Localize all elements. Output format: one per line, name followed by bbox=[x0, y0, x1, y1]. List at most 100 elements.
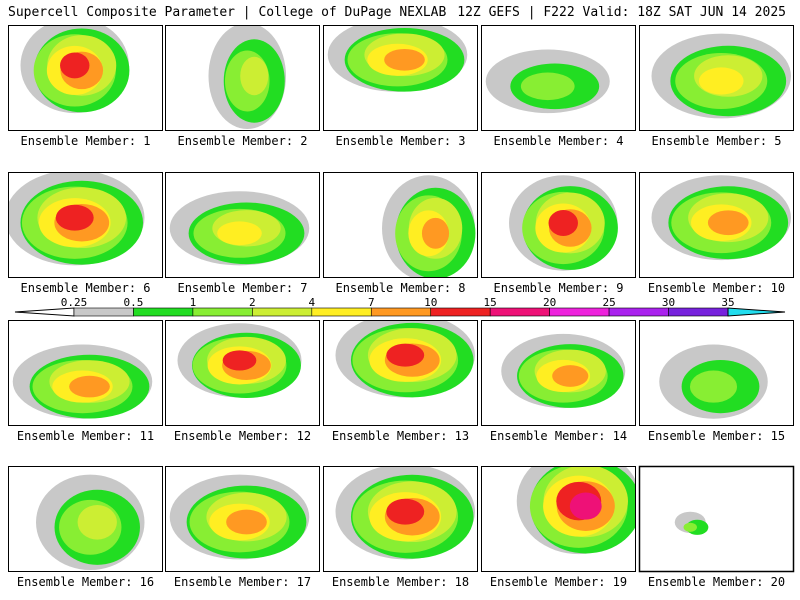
scp-contour bbox=[552, 365, 589, 387]
panel-border bbox=[165, 25, 320, 131]
map-panel bbox=[481, 320, 636, 426]
colorbar-segment bbox=[668, 307, 729, 317]
panel-border bbox=[165, 466, 320, 572]
scp-contour bbox=[60, 52, 90, 79]
map-panel bbox=[323, 466, 478, 572]
map-panel bbox=[8, 320, 163, 426]
panel-border bbox=[481, 25, 636, 131]
panel-border bbox=[639, 25, 794, 131]
colorbar-tick-label: 30 bbox=[662, 296, 675, 309]
member-label: Ensemble Member: 2 bbox=[177, 134, 308, 148]
colorbar-tick-label: 10 bbox=[424, 296, 437, 309]
panel-border bbox=[323, 25, 478, 131]
panel-border bbox=[639, 320, 794, 426]
scp-contour bbox=[384, 48, 425, 71]
map-panel bbox=[323, 320, 478, 426]
member-label: Ensemble Member: 10 bbox=[647, 281, 786, 295]
scp-contour bbox=[683, 522, 697, 532]
map-panel bbox=[639, 320, 794, 426]
scp-contour bbox=[421, 217, 450, 249]
map-panel bbox=[165, 466, 320, 572]
scp-contour bbox=[698, 67, 744, 95]
map-panel bbox=[8, 466, 163, 572]
colorbar-tick-label: 1 bbox=[190, 296, 197, 309]
member-label: Ensemble Member: 17 bbox=[173, 575, 312, 589]
scp-contour bbox=[520, 72, 575, 101]
colorbar-tick-label: 4 bbox=[309, 296, 316, 309]
member-label: Ensemble Member: 5 bbox=[651, 134, 782, 148]
header-title: Supercell Composite Parameter | College … bbox=[8, 5, 447, 20]
scp-contour bbox=[240, 56, 269, 96]
panel-border bbox=[323, 320, 478, 426]
map-panel bbox=[165, 25, 320, 131]
panel-border bbox=[481, 466, 636, 572]
panel-border bbox=[323, 172, 478, 278]
member-label: Ensemble Member: 12 bbox=[173, 429, 312, 443]
map-panel bbox=[639, 25, 794, 131]
panel-border bbox=[8, 172, 163, 278]
header-run-info: 12Z GEFS | F222 Valid: 18Z SAT JUN 14 20… bbox=[457, 5, 786, 20]
map-panel bbox=[8, 25, 163, 131]
panel-border bbox=[8, 320, 163, 426]
colorbar-segment bbox=[311, 307, 372, 317]
panel-border bbox=[639, 172, 794, 278]
scp-contour bbox=[217, 221, 262, 246]
map-panel bbox=[638, 465, 795, 573]
colorbar-segment bbox=[430, 307, 491, 317]
scp-contour bbox=[222, 350, 257, 371]
colorbar-tick-label: 2 bbox=[249, 296, 256, 309]
colorbar: 0.25 0.5 1 2 4 7 10 15 20 25 30 35 bbox=[14, 296, 786, 317]
colorbar-segment bbox=[192, 307, 253, 317]
colorbar-tick-label: 35 bbox=[721, 296, 734, 309]
map-panel bbox=[481, 25, 636, 131]
colorbar-tick-label: 7 bbox=[368, 296, 375, 309]
member-label: Ensemble Member: 14 bbox=[489, 429, 628, 443]
scp-contour bbox=[689, 370, 738, 403]
colorbar-tick-label: 0.5 bbox=[124, 296, 144, 309]
colorbar-segment bbox=[489, 307, 550, 317]
scp-contour bbox=[77, 505, 117, 540]
map-panel bbox=[323, 172, 478, 278]
map-panel bbox=[481, 466, 636, 572]
map-panel bbox=[323, 25, 478, 131]
map-panel bbox=[639, 172, 794, 278]
colorbar-segment bbox=[608, 307, 669, 317]
scp-contour bbox=[386, 498, 425, 525]
panel-border bbox=[8, 466, 163, 572]
colorbar-segment bbox=[370, 307, 432, 317]
colorbar-tick-label: 15 bbox=[484, 296, 497, 309]
member-label: Ensemble Member: 1 bbox=[20, 134, 151, 148]
member-label: Ensemble Member: 8 bbox=[335, 281, 466, 295]
map-panel bbox=[165, 172, 320, 278]
member-label: Ensemble Member: 16 bbox=[16, 575, 155, 589]
scp-contour bbox=[569, 492, 602, 520]
colorbar-segment bbox=[549, 307, 610, 317]
scp-contour bbox=[55, 204, 94, 231]
member-label: Ensemble Member: 3 bbox=[335, 134, 466, 148]
map-panel bbox=[165, 320, 320, 426]
colorbar-tick-label: 25 bbox=[602, 296, 615, 309]
map-panel bbox=[481, 172, 636, 278]
member-label: Ensemble Member: 9 bbox=[493, 281, 624, 295]
colorbar-tick-label: 20 bbox=[543, 296, 556, 309]
member-label: Ensemble Member: 18 bbox=[331, 575, 470, 589]
member-label: Ensemble Member: 20 bbox=[647, 575, 786, 589]
colorbar-segment bbox=[252, 307, 313, 317]
colorbar-segment bbox=[133, 307, 194, 317]
scp-contour bbox=[226, 509, 267, 535]
colorbar-tick-label: 0.25 bbox=[61, 296, 88, 309]
panel-border bbox=[165, 320, 320, 426]
scp-contour bbox=[69, 375, 110, 398]
scp-contour bbox=[386, 343, 425, 367]
panel-border bbox=[481, 172, 636, 278]
member-label: Ensemble Member: 11 bbox=[16, 429, 155, 443]
member-label: Ensemble Member: 7 bbox=[177, 281, 308, 295]
panel-border bbox=[323, 466, 478, 572]
member-label: Ensemble Member: 13 bbox=[331, 429, 470, 443]
member-label: Ensemble Member: 19 bbox=[489, 575, 628, 589]
colorbar-high-arrow bbox=[727, 307, 786, 317]
member-label: Ensemble Member: 4 bbox=[493, 134, 624, 148]
map-panel bbox=[8, 172, 163, 278]
panel-border bbox=[638, 465, 795, 573]
panel-border bbox=[481, 320, 636, 426]
